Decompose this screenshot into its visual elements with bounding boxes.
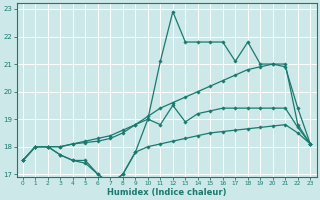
- X-axis label: Humidex (Indice chaleur): Humidex (Indice chaleur): [107, 188, 226, 197]
